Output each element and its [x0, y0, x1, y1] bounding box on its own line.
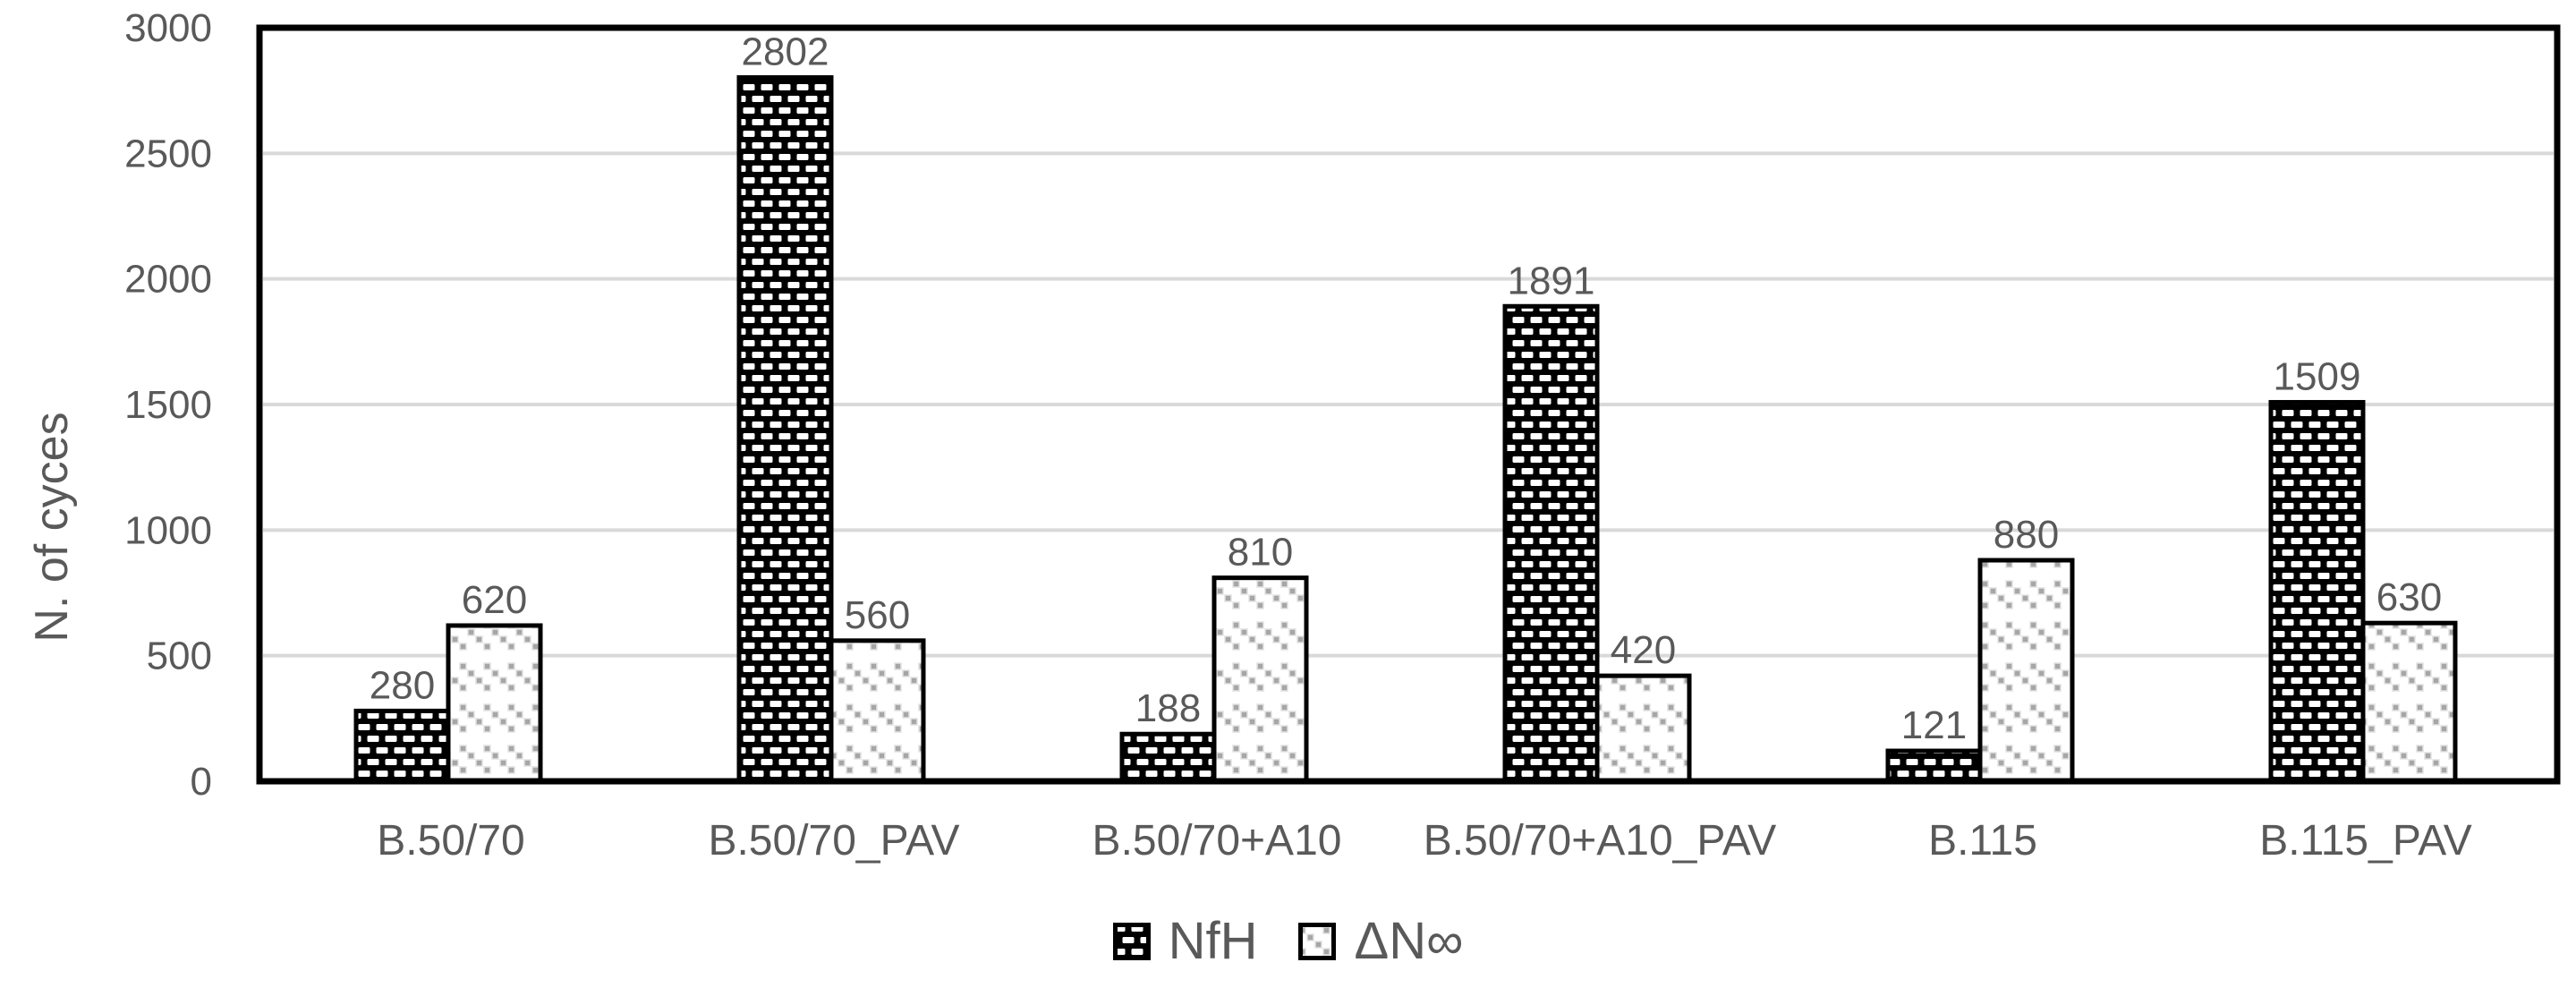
y-tick-label-1500: 1500 [124, 383, 212, 427]
bar-NfH-4 [1885, 748, 1983, 784]
y-tick-label-1000: 1000 [124, 508, 212, 552]
x-category-label-4: B.115 [1928, 817, 2037, 864]
bar-NfH-3 [1502, 303, 1600, 784]
bar-NfH-0 [353, 708, 451, 784]
bar-value-label-NfH-4: 121 [1901, 703, 1967, 747]
bar-ΔN∞-2 [1211, 575, 1309, 784]
bar-value-label-ΔN∞-1: 560 [845, 593, 910, 637]
x-category-label-5: B.115_PAV [2259, 817, 2472, 864]
y-tick-label-0: 0 [191, 760, 212, 804]
plot-border-rect [256, 24, 2561, 785]
bar-value-label-ΔN∞-0: 620 [462, 578, 527, 622]
bar-NfH-5 [2268, 399, 2366, 784]
x-category-label-0: B.50/70 [377, 817, 524, 864]
y-tick-label-500: 500 [147, 635, 212, 678]
gridlines [263, 151, 2554, 658]
legend-label-dn-infinity: ΔN∞ [1354, 912, 1464, 970]
bar-ΔN∞-1 [829, 638, 926, 784]
bar-value-label-ΔN∞-2: 810 [1228, 531, 1293, 575]
bar-ΔN∞-4 [1977, 558, 2075, 784]
legend-item-dn-infinity: ΔN∞ [1298, 916, 1463, 967]
legend-swatch-dn-infinity-pattern-icon [1298, 923, 1337, 960]
axis-labels: 0 500 1000 1500 2000 2500 3000 280 620 B.50/70 280… [124, 6, 2472, 864]
bar-ΔN∞-5 [2360, 620, 2458, 784]
bar-value-label-NfH-3: 1891 [1508, 259, 1595, 302]
x-category-label-1: B.50/70_PAV [708, 817, 959, 864]
bar-ΔN∞-0 [446, 623, 543, 784]
bar-ΔN∞-3 [1594, 673, 1692, 784]
legend-item-nfh: NfH [1112, 912, 1258, 970]
legend-label-nfh: NfH [1168, 912, 1258, 970]
legend-swatch-nfh-pattern-icon [1112, 923, 1151, 960]
bars [353, 75, 2458, 784]
x-category-label-3: B.50/70+A10_PAV [1424, 817, 1777, 864]
bar-value-label-NfH-0: 280 [370, 663, 435, 707]
y-tick-label-3000: 3000 [124, 6, 212, 50]
bar-NfH-1 [736, 75, 834, 784]
y-tick-label-2500: 2500 [124, 132, 212, 175]
bar-value-label-ΔN∞-4: 880 [1994, 513, 2059, 557]
bar-NfH-2 [1119, 731, 1217, 784]
y-tick-label-2000: 2000 [124, 258, 212, 302]
bar-value-label-ΔN∞-3: 420 [1611, 628, 1676, 672]
bar-value-label-NfH-5: 1509 [2274, 354, 2361, 398]
x-category-label-2: B.50/70+A10 [1092, 817, 1342, 864]
bar-value-label-ΔN∞-5: 630 [2376, 575, 2442, 619]
plot-border [256, 24, 2561, 785]
y-axis-title: N. of cyces [26, 412, 78, 643]
legend: NfH ΔN∞ [0, 897, 2576, 986]
bar-value-label-NfH-1: 2802 [742, 30, 829, 74]
bar-value-label-NfH-2: 188 [1135, 686, 1201, 730]
